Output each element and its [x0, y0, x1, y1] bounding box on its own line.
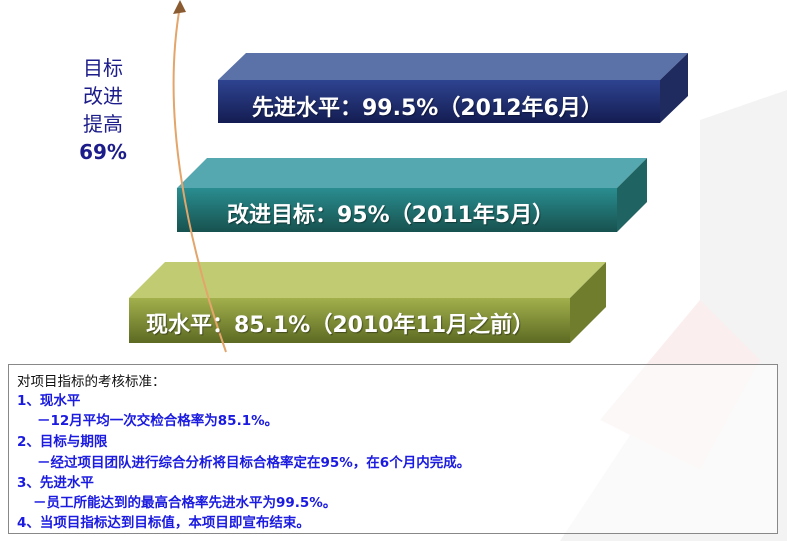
arrow-head-icon [173, 0, 186, 14]
side-line: 提高 [83, 112, 123, 136]
criteria-heading: 1、现水平 [17, 393, 81, 409]
bar-side-face [660, 53, 688, 123]
side-line: 目标 [83, 56, 123, 80]
bar-front-face [218, 80, 660, 123]
bar-current-level [129, 262, 606, 343]
criteria-box: 对项目指标的考核标准： 1、现水平 －12月平均一次交检合格率为85.1%。 2… [8, 364, 778, 534]
criteria-heading: 4、当项目指标达到目标值，本项目即宣布结束。 [17, 515, 310, 531]
bar-front-face [129, 298, 570, 343]
bar-top-face [218, 53, 688, 80]
bar-advanced-level [218, 53, 688, 123]
bar-improvement-target [177, 158, 647, 232]
criteria-detail: －12月平均一次交检合格率为85.1%。 [37, 413, 279, 429]
criteria-heading: 3、先进水平 [17, 475, 94, 491]
bar-front-face [177, 188, 617, 232]
side-line: 改进 [83, 84, 123, 108]
criteria-detail: －员工所能达到的最高合格率先进水平为99.5%。 [33, 495, 337, 511]
criteria-title: 对项目指标的考核标准： [17, 374, 166, 390]
improvement-arrow [172, 5, 227, 353]
improvement-percent: 69% [79, 140, 127, 164]
bar-side-face [617, 158, 647, 232]
criteria-detail: －经过项目团队进行综合分析将目标合格率定在95%，在6个月内完成。 [37, 455, 471, 471]
advanced-level-label: 先进水平：99.5%（2012年6月） [252, 96, 603, 121]
criteria-heading: 2、目标与期限 [17, 434, 108, 450]
levels-diagram [129, 0, 688, 353]
improvement-target-label: 改进目标：95%（2011年5月） [227, 203, 555, 228]
bar-top-face [129, 262, 606, 298]
bar-top-face [177, 158, 647, 188]
improvement-label: 目标 改进 提高 69% [74, 54, 132, 166]
current-level-label: 现水平：85.1%（2010年11月之前） [146, 313, 535, 338]
bar-side-face [570, 262, 606, 343]
